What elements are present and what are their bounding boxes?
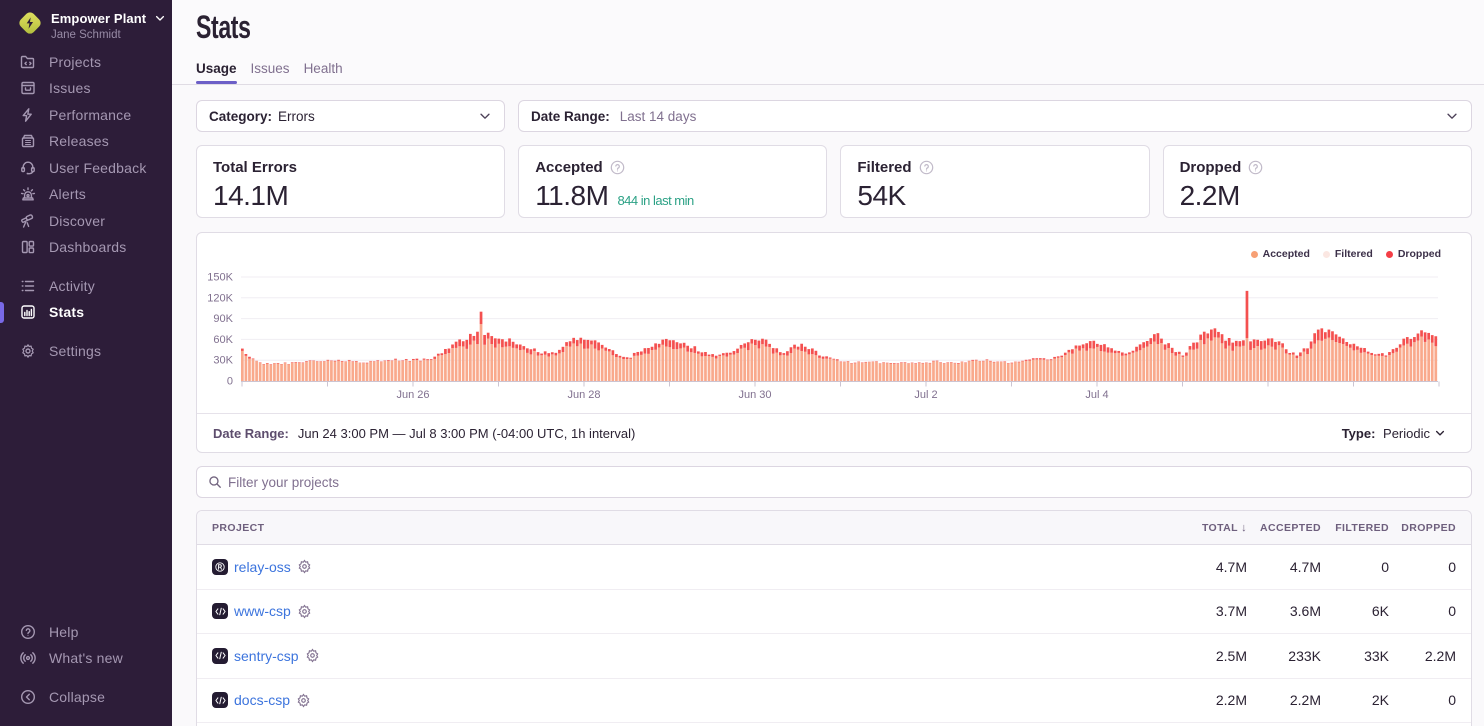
- svg-text:0: 0: [227, 376, 233, 388]
- svg-text:Jul 2: Jul 2: [914, 389, 937, 401]
- svg-text:60K: 60K: [213, 334, 233, 346]
- svg-text:Jun 30: Jun 30: [738, 389, 771, 401]
- svg-text:120K: 120K: [207, 292, 233, 304]
- svg-text:Jul 4: Jul 4: [1085, 389, 1108, 401]
- svg-text:150K: 150K: [207, 272, 233, 284]
- svg-text:30K: 30K: [213, 355, 233, 367]
- svg-text:Jun 28: Jun 28: [567, 389, 600, 401]
- svg-text:90K: 90K: [213, 313, 233, 325]
- svg-text:Jun 26: Jun 26: [396, 389, 429, 401]
